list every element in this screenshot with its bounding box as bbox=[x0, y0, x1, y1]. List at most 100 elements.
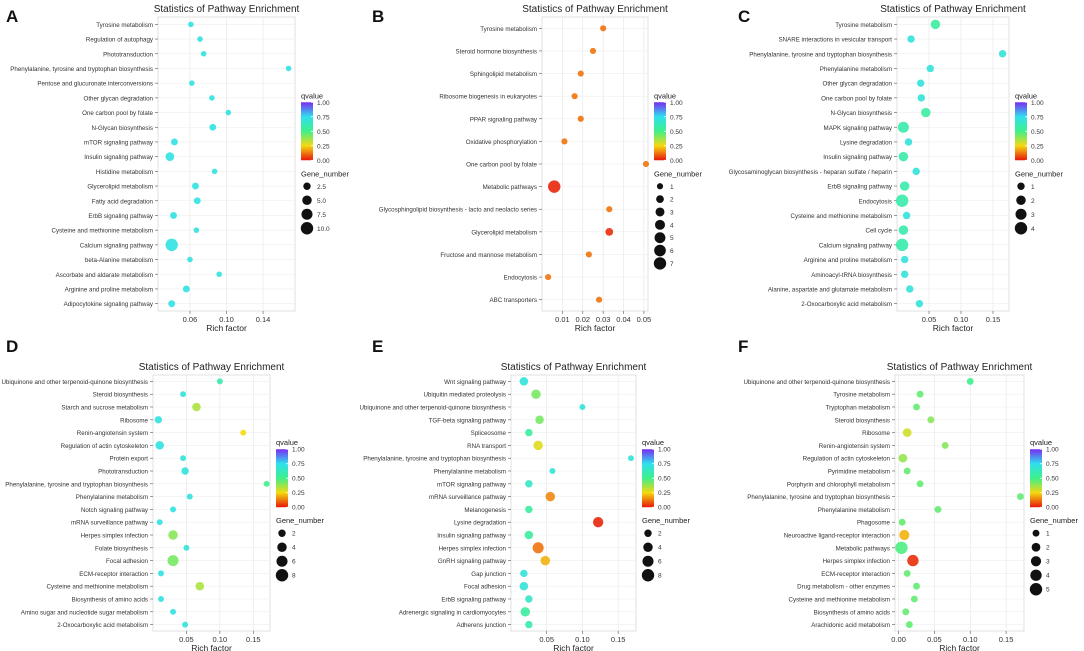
data-point[interactable] bbox=[525, 595, 533, 603]
data-point[interactable] bbox=[577, 70, 584, 77]
data-point[interactable] bbox=[895, 238, 909, 252]
data-point[interactable] bbox=[155, 441, 164, 450]
data-point[interactable] bbox=[916, 79, 925, 87]
data-point[interactable] bbox=[519, 377, 529, 386]
data-point[interactable] bbox=[525, 480, 533, 488]
data-point[interactable] bbox=[926, 64, 934, 73]
data-point[interactable] bbox=[183, 544, 190, 551]
data-point[interactable] bbox=[520, 607, 531, 617]
data-point[interactable] bbox=[525, 620, 533, 629]
data-point[interactable] bbox=[209, 123, 217, 131]
data-point[interactable] bbox=[904, 138, 913, 146]
data-point[interactable] bbox=[966, 377, 974, 385]
data-point[interactable] bbox=[934, 505, 942, 513]
data-point[interactable] bbox=[187, 256, 193, 263]
data-point[interactable] bbox=[592, 517, 604, 528]
data-point[interactable] bbox=[192, 402, 201, 412]
data-point[interactable] bbox=[585, 251, 592, 258]
data-point[interactable] bbox=[200, 50, 207, 57]
data-point[interactable] bbox=[209, 95, 215, 101]
data-point[interactable] bbox=[193, 197, 201, 205]
data-point[interactable] bbox=[898, 518, 906, 526]
data-point[interactable] bbox=[193, 227, 200, 233]
data-point[interactable] bbox=[900, 270, 909, 278]
data-point[interactable] bbox=[912, 167, 920, 176]
data-point[interactable] bbox=[571, 93, 578, 100]
data-point[interactable] bbox=[902, 608, 910, 616]
data-point[interactable] bbox=[900, 255, 909, 264]
data-point[interactable] bbox=[916, 480, 924, 488]
data-point[interactable] bbox=[186, 493, 193, 500]
data-point[interactable] bbox=[520, 569, 528, 578]
data-point[interactable] bbox=[225, 109, 232, 116]
data-point[interactable] bbox=[180, 455, 187, 462]
data-point[interactable] bbox=[895, 541, 908, 554]
data-point[interactable] bbox=[906, 285, 914, 293]
data-point[interactable] bbox=[525, 505, 533, 514]
data-point[interactable] bbox=[533, 440, 543, 451]
data-point[interactable] bbox=[535, 415, 544, 425]
data-point[interactable] bbox=[549, 468, 556, 474]
data-point[interactable] bbox=[165, 152, 175, 162]
data-point[interactable] bbox=[545, 491, 556, 502]
data-point[interactable] bbox=[182, 285, 190, 293]
data-point[interactable] bbox=[898, 453, 908, 463]
data-point[interactable] bbox=[916, 390, 924, 398]
data-point[interactable] bbox=[628, 455, 634, 462]
data-point[interactable] bbox=[905, 621, 913, 629]
data-point[interactable] bbox=[902, 211, 911, 220]
data-point[interactable] bbox=[167, 555, 179, 567]
data-point[interactable] bbox=[902, 428, 912, 437]
data-point[interactable] bbox=[903, 467, 911, 475]
data-point[interactable] bbox=[168, 300, 176, 308]
data-point[interactable] bbox=[930, 19, 941, 30]
data-point[interactable] bbox=[561, 138, 568, 145]
data-point[interactable] bbox=[899, 529, 910, 541]
data-point[interactable] bbox=[192, 182, 199, 190]
data-point[interactable] bbox=[915, 299, 924, 308]
data-point[interactable] bbox=[605, 227, 614, 236]
data-point[interactable] bbox=[921, 107, 931, 118]
data-point[interactable] bbox=[1016, 493, 1024, 501]
data-point[interactable] bbox=[170, 506, 177, 513]
data-point[interactable] bbox=[197, 36, 203, 42]
data-point[interactable] bbox=[182, 621, 189, 628]
data-point[interactable] bbox=[171, 138, 178, 146]
data-point[interactable] bbox=[903, 569, 911, 577]
data-point[interactable] bbox=[156, 519, 163, 526]
data-point[interactable] bbox=[170, 608, 177, 615]
data-point[interactable] bbox=[524, 530, 534, 540]
data-point[interactable] bbox=[540, 555, 551, 566]
data-point[interactable] bbox=[165, 238, 178, 252]
data-point[interactable] bbox=[170, 212, 177, 219]
data-point[interactable] bbox=[158, 596, 164, 602]
data-point[interactable] bbox=[927, 416, 935, 424]
data-point[interactable] bbox=[531, 389, 541, 399]
data-point[interactable] bbox=[606, 206, 613, 213]
data-point[interactable] bbox=[595, 296, 603, 303]
data-point[interactable] bbox=[195, 581, 205, 591]
data-point[interactable] bbox=[158, 570, 164, 577]
data-point[interactable] bbox=[263, 480, 270, 487]
data-point[interactable] bbox=[577, 115, 584, 122]
data-point[interactable] bbox=[189, 80, 195, 86]
data-point[interactable] bbox=[917, 94, 926, 102]
data-point[interactable] bbox=[899, 181, 910, 191]
data-point[interactable] bbox=[913, 403, 920, 411]
data-point[interactable] bbox=[285, 65, 292, 72]
data-point[interactable] bbox=[240, 429, 247, 436]
data-point[interactable] bbox=[216, 271, 222, 278]
data-point[interactable] bbox=[898, 151, 909, 162]
data-point[interactable] bbox=[913, 582, 920, 590]
data-point[interactable] bbox=[211, 168, 218, 175]
data-point[interactable] bbox=[216, 378, 223, 385]
data-point[interactable] bbox=[154, 416, 163, 424]
data-point[interactable] bbox=[519, 581, 529, 591]
data-point[interactable] bbox=[600, 25, 607, 32]
data-point[interactable] bbox=[998, 50, 1007, 58]
data-point[interactable] bbox=[895, 194, 909, 207]
data-point[interactable] bbox=[532, 542, 544, 554]
data-point[interactable] bbox=[525, 428, 533, 437]
data-point[interactable] bbox=[589, 47, 597, 55]
data-point[interactable] bbox=[188, 21, 194, 28]
